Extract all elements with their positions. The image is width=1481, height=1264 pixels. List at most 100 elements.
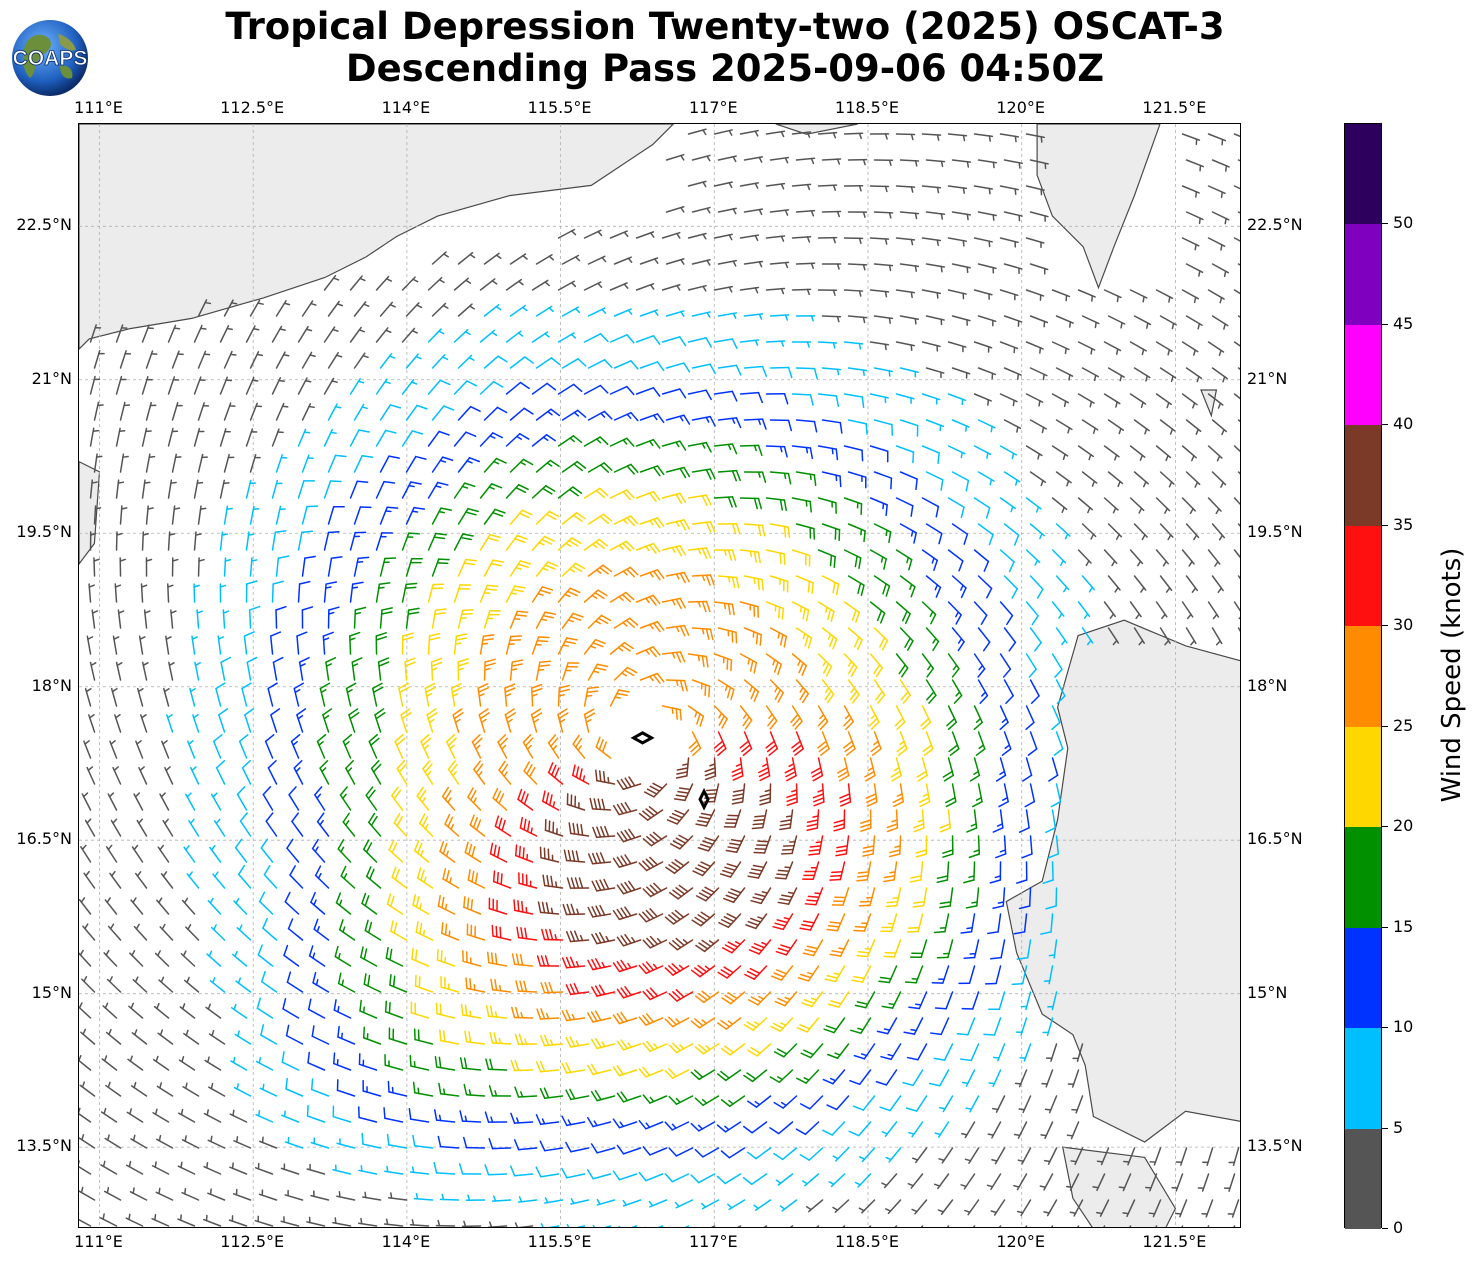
barb-feather: [881, 639, 889, 651]
barb-half-feather: [724, 684, 728, 692]
barb-staff: [396, 767, 408, 785]
wind-barb: [171, 402, 183, 421]
barb-staff: [899, 731, 908, 750]
barb-feather: [672, 991, 682, 1000]
wind-barb: [457, 251, 476, 265]
wind-barb: [1025, 237, 1045, 249]
barb-half-feather: [1035, 506, 1040, 513]
wind-barb: [427, 632, 441, 655]
wind-barb: [947, 653, 960, 678]
barb-feather: [938, 532, 943, 545]
barb-feather: [790, 713, 799, 724]
barb-feather: [674, 859, 685, 867]
barb-feather: [1034, 641, 1042, 652]
barb-staff: [661, 388, 681, 395]
barb-staff: [869, 549, 887, 560]
barb-half-feather: [1118, 427, 1122, 435]
barb-half-feather: [847, 660, 853, 667]
barb-staff: [491, 988, 512, 993]
wind-barb: [547, 734, 560, 759]
barb-staff: [258, 900, 274, 915]
wind-barb: [190, 766, 200, 785]
wind-barb: [1159, 523, 1174, 541]
barb-staff: [976, 887, 980, 907]
barb-half-feather: [591, 594, 598, 599]
barb-staff: [457, 457, 471, 473]
barb-staff: [282, 1008, 300, 1019]
wind-barb: [744, 965, 768, 980]
barb-staff: [517, 936, 538, 941]
wind-barb: [960, 913, 976, 934]
wind-barb: [743, 156, 764, 163]
barb-feather: [902, 694, 911, 704]
wind-barb: [731, 783, 746, 805]
barb-half-feather: [222, 610, 230, 614]
wind-barb: [609, 230, 629, 239]
barb-staff: [649, 1043, 668, 1052]
wind-barb: [86, 635, 94, 655]
barb-feather: [599, 384, 609, 394]
barb-feather: [571, 565, 583, 573]
wind-barb: [817, 393, 840, 407]
wind-barb: [88, 714, 96, 733]
wind-barb: [795, 575, 814, 595]
wind-barb: [547, 762, 564, 785]
wind-barb: [1045, 809, 1057, 834]
barb-feather: [340, 865, 347, 877]
barb-feather: [1042, 879, 1054, 885]
barb-feather: [361, 454, 374, 459]
barb-staff: [400, 714, 408, 733]
barb-feather: [626, 568, 636, 578]
barb-feather: [831, 870, 843, 874]
barb-staff: [422, 768, 434, 785]
barb-feather: [523, 818, 527, 831]
barb-half-feather: [230, 302, 238, 305]
barb-staff: [843, 393, 864, 398]
barb-staff: [483, 355, 499, 369]
barb-feather: [485, 1005, 490, 1017]
wind-barb: [612, 959, 638, 973]
barb-staff: [283, 954, 300, 967]
wind-barb: [385, 947, 404, 967]
wind-barb: [89, 324, 102, 343]
wind-barb: [249, 557, 258, 577]
barb-feather: [678, 834, 690, 842]
barb-half-feather: [530, 827, 533, 835]
barb-staff: [439, 850, 456, 863]
barb-feather: [691, 919, 702, 927]
wind-barb: [965, 887, 980, 909]
wind-barb: [1155, 289, 1174, 303]
barb-feather: [542, 614, 555, 619]
wind-barb: [1055, 419, 1073, 434]
barb-feather: [484, 662, 496, 667]
barb-staff: [613, 515, 632, 525]
barb-staff: [639, 361, 659, 369]
barb-feather: [792, 717, 801, 727]
barb-staff: [665, 414, 685, 421]
barb-half-feather: [987, 399, 990, 406]
barb-half-feather: [960, 584, 964, 591]
barb-feather: [570, 615, 582, 621]
barb-staff: [592, 913, 612, 918]
wind-barb: [850, 1017, 872, 1034]
wind-barb: [401, 276, 419, 291]
barb-feather: [391, 842, 398, 854]
wind-barb: [275, 505, 286, 525]
barb-half-feather: [909, 583, 913, 591]
barb-half-feather: [1136, 560, 1142, 567]
wind-barb: [379, 352, 396, 369]
barb-feather: [479, 712, 490, 720]
barb-feather: [965, 479, 970, 492]
wind-barb: [479, 584, 499, 603]
barb-feather: [542, 487, 553, 495]
wind-barb: [483, 304, 502, 317]
barb-half-feather: [1217, 587, 1223, 594]
barb-feather: [777, 606, 781, 619]
barb-feather: [444, 923, 448, 936]
barb-feather: [742, 747, 753, 756]
barb-staff: [316, 740, 326, 759]
barb-feather: [757, 391, 763, 404]
wind-barb: [687, 600, 711, 613]
wind-barb: [665, 153, 685, 161]
barb-feather: [780, 944, 792, 949]
